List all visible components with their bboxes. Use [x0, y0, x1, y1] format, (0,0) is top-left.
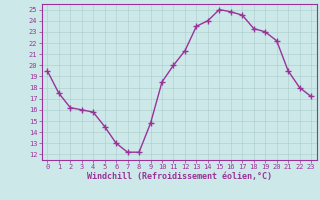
X-axis label: Windchill (Refroidissement éolien,°C): Windchill (Refroidissement éolien,°C)	[87, 172, 272, 181]
